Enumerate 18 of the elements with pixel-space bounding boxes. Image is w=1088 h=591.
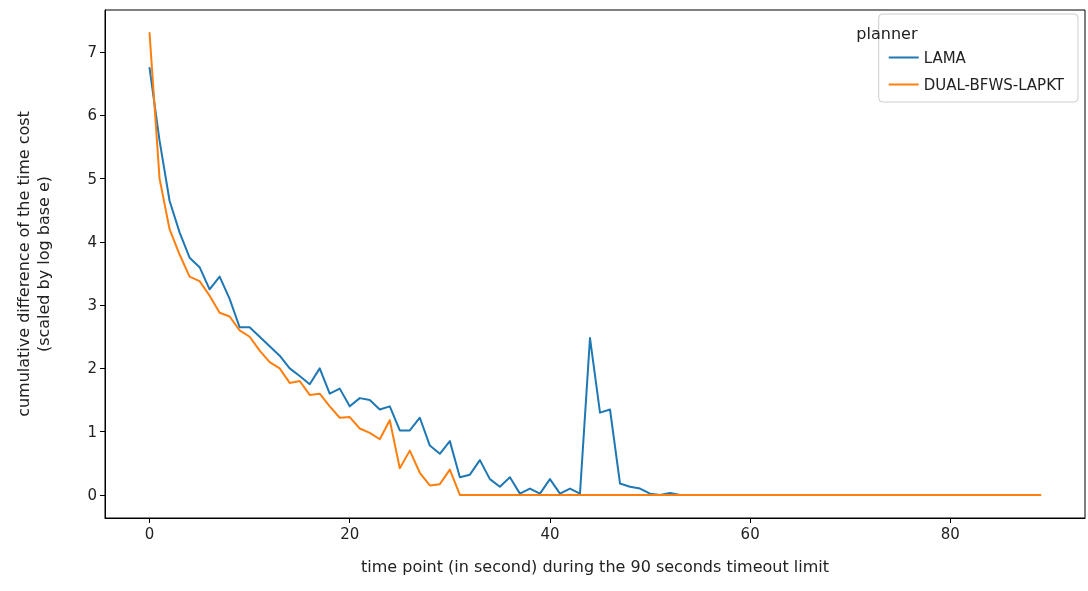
y-tick-label: 6 xyxy=(87,106,97,125)
legend-label: DUAL-BFWS-LAPKT xyxy=(923,75,1065,94)
legend-label: LAMA xyxy=(923,48,967,67)
y-tick-label: 5 xyxy=(87,169,97,188)
x-tick-label: 40 xyxy=(540,524,560,543)
y-axis-title: cumulative difference of the time cost (scaled by log base e) xyxy=(13,111,53,417)
x-axis-title: time point (in second) during the 90 seconds timeout limit xyxy=(360,556,830,576)
y-tick-label: 7 xyxy=(87,43,97,62)
x-tick-label: 20 xyxy=(340,524,360,543)
y-tick-label: 0 xyxy=(87,485,97,504)
x-tick-label: 0 xyxy=(144,524,155,543)
y-tick-label: 3 xyxy=(87,296,97,315)
legend-title: planner xyxy=(856,23,918,43)
y-tick-label: 4 xyxy=(87,232,97,251)
x-tick-label: 60 xyxy=(740,524,760,543)
y-tick-label: 1 xyxy=(87,422,97,441)
y-tick-label: 2 xyxy=(87,359,97,378)
x-tick-label: 80 xyxy=(940,524,960,543)
